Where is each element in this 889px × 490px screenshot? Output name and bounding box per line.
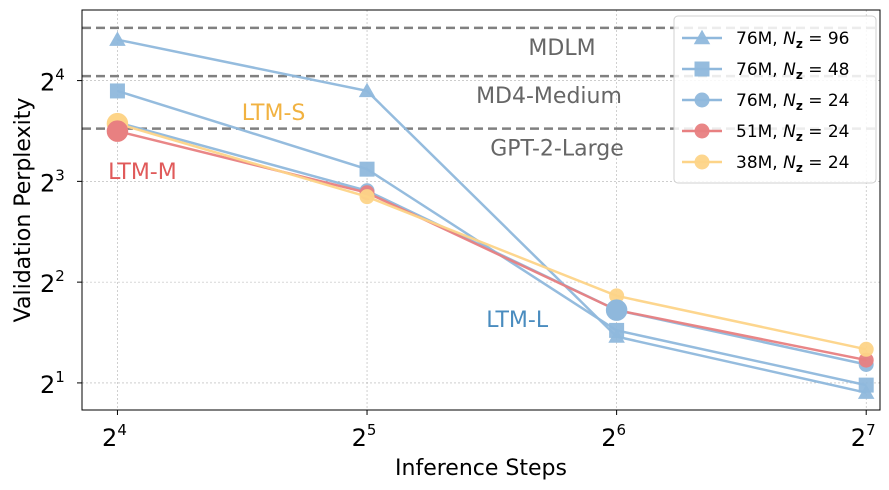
series-line bbox=[117, 38, 867, 394]
plot-frame bbox=[81, 9, 881, 411]
data-point bbox=[359, 189, 375, 205]
x-axis-label: Inference Steps bbox=[395, 456, 567, 481]
x-tick-label: 25 bbox=[352, 421, 377, 452]
highlight-point bbox=[106, 120, 129, 142]
x-tick-label: 24 bbox=[102, 421, 127, 452]
ltm-annotation: LTM-M bbox=[108, 160, 177, 185]
legend: 76M, Nz = 96 76M, Nz = 48 76M, Nz = 24 51M,… bbox=[673, 15, 877, 184]
data-point bbox=[609, 322, 625, 338]
ltm-annotation: LTM-L bbox=[486, 308, 549, 333]
data-point bbox=[858, 352, 874, 368]
x-tick-label: 26 bbox=[601, 421, 626, 452]
y-axis-label: Validation Perplexity bbox=[11, 98, 36, 323]
legend-marker bbox=[694, 61, 710, 77]
annotations: LTM-S LTM-M LTM-L bbox=[108, 101, 549, 333]
y-tick-label: 22 bbox=[40, 267, 65, 298]
legend-label: 51M, Nz = 24 bbox=[736, 122, 850, 144]
legend-marker bbox=[694, 154, 710, 170]
legend-box bbox=[673, 15, 877, 184]
highlight-point bbox=[605, 299, 628, 321]
y-tick-label: 24 bbox=[40, 66, 65, 97]
legend-marker bbox=[693, 29, 711, 45]
data-point bbox=[359, 161, 375, 177]
data-point bbox=[358, 82, 376, 98]
reference-label: MD4-Medium bbox=[476, 84, 622, 109]
legend-label: 76M, Nz = 48 bbox=[736, 60, 850, 82]
y-tick-label: 21 bbox=[40, 368, 65, 399]
y-tick-label: 23 bbox=[40, 166, 65, 197]
data-point bbox=[109, 83, 125, 99]
legend-label: 38M, Nz = 24 bbox=[736, 153, 850, 175]
highlight-points bbox=[106, 112, 628, 321]
legend-label: 76M, Nz = 96 bbox=[736, 29, 850, 51]
data-point bbox=[858, 341, 874, 357]
data-point bbox=[858, 377, 874, 393]
legend-marker bbox=[694, 123, 710, 139]
reference-label: MDLM bbox=[528, 36, 595, 61]
series-line bbox=[117, 129, 867, 362]
series-line bbox=[117, 122, 867, 351]
reference-label: GPT-2-Large bbox=[490, 137, 624, 162]
data-point bbox=[609, 288, 625, 304]
data-point bbox=[109, 31, 126, 46]
legend-label: 76M, Nz = 24 bbox=[736, 91, 850, 113]
x-tick-label: 27 bbox=[851, 421, 876, 452]
axis-ticks: 24 25 26 27 21 22 23 24 bbox=[40, 66, 876, 452]
legend-marker bbox=[694, 92, 710, 108]
ltm-annotation: LTM-S bbox=[242, 101, 306, 126]
